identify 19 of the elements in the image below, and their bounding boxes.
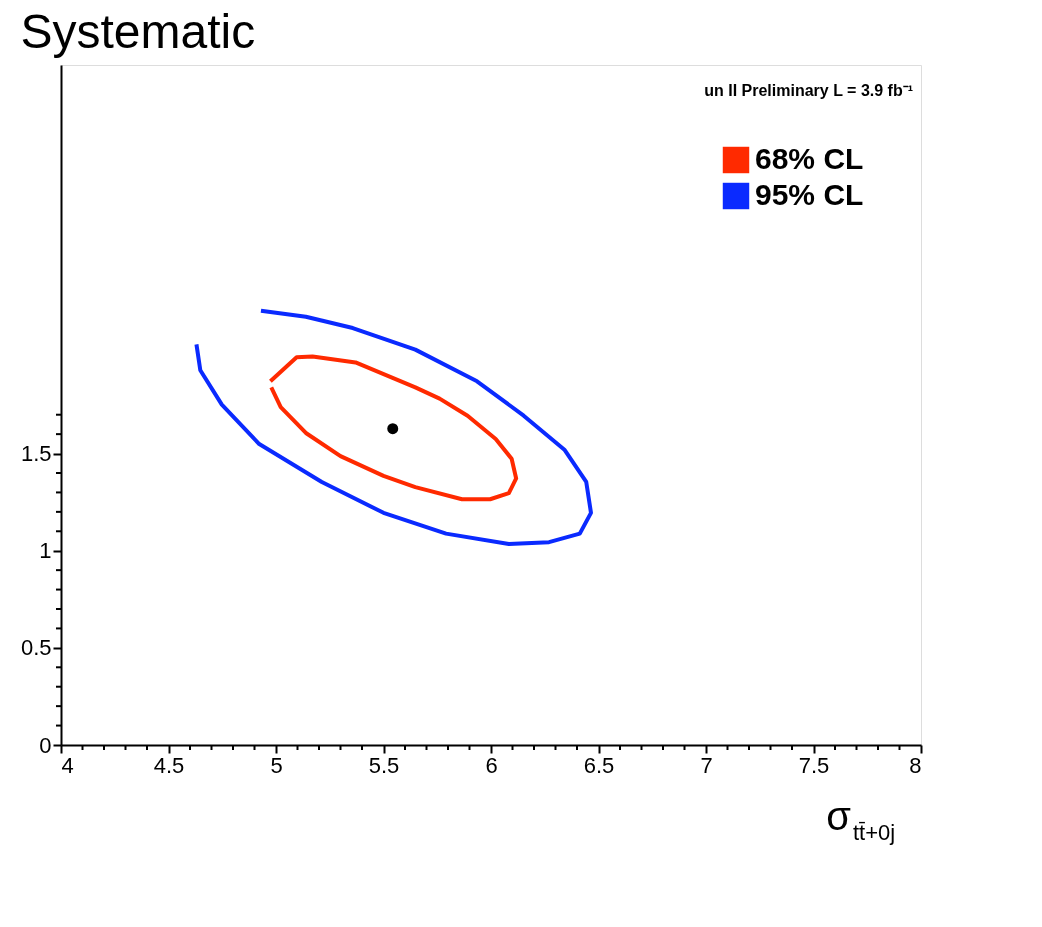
legend-label: 95% CL xyxy=(755,178,864,211)
x-tick-label: 4 xyxy=(61,752,74,778)
y-tick-label: 1.5 xyxy=(20,441,52,467)
x-tick-label: 5 xyxy=(270,752,283,778)
legend-label: 68% CL xyxy=(755,142,864,175)
y-tick-label: 0 xyxy=(39,732,52,758)
annotation: un II Preliminary L = 3.9 fb⁻¹ xyxy=(704,82,913,99)
x-tick-label: 5.5 xyxy=(368,752,400,778)
x-tick-label: 6.5 xyxy=(583,752,615,778)
x-tick-label: 4.5 xyxy=(153,752,185,778)
chart-title: Systematic xyxy=(20,5,256,59)
x-tick-label: 8 xyxy=(909,752,922,778)
y-tick-label: 1 xyxy=(39,538,52,564)
y-tick-label: 0.5 xyxy=(20,635,52,661)
line-series xyxy=(268,354,519,502)
x-tick-label: 6 xyxy=(485,752,498,778)
x-tick-label: 7 xyxy=(700,752,713,778)
x-tick-label: 7.5 xyxy=(798,752,830,778)
line-series xyxy=(194,308,593,546)
